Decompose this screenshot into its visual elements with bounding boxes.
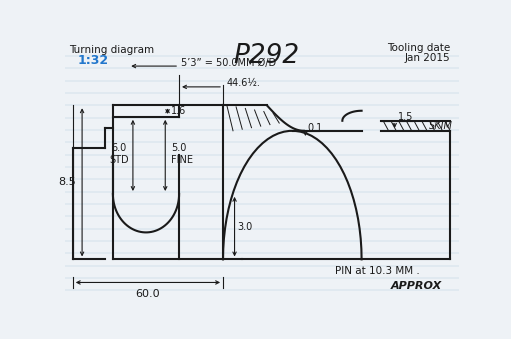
Text: SKIM: SKIM [429, 121, 452, 131]
Text: 1.5: 1.5 [398, 112, 413, 122]
Text: 44.6½.: 44.6½. [227, 78, 261, 88]
Text: 60.0: 60.0 [135, 288, 160, 299]
Text: APPROX: APPROX [391, 281, 443, 291]
Text: 0.1: 0.1 [308, 123, 323, 133]
Text: 1.6: 1.6 [171, 106, 186, 116]
Text: 1:32: 1:32 [78, 54, 109, 67]
Text: Jan 2015: Jan 2015 [405, 53, 450, 63]
Text: 5.0
FINE: 5.0 FINE [171, 143, 193, 165]
Text: Turning diagram: Turning diagram [69, 44, 154, 55]
Text: 6.0
STD: 6.0 STD [109, 143, 129, 165]
Text: P292: P292 [233, 43, 299, 69]
Text: 3.0: 3.0 [238, 222, 253, 232]
Text: PIN at 10.3 MM .: PIN at 10.3 MM . [335, 266, 420, 276]
Text: 5’3” = 50.0MM Ø/D: 5’3” = 50.0MM Ø/D [181, 58, 276, 67]
Text: Tooling date: Tooling date [387, 43, 450, 53]
Text: 8.5: 8.5 [59, 177, 76, 187]
